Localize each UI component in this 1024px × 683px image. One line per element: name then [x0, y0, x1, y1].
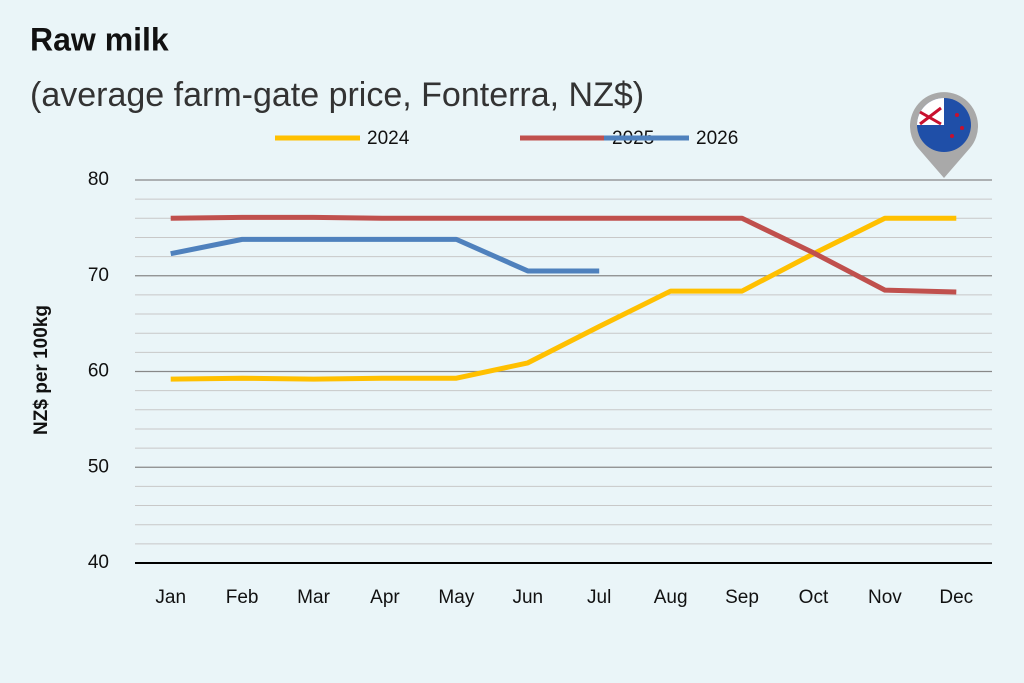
y-tick-label: 50: [88, 456, 109, 477]
x-tick-label: May: [438, 587, 474, 608]
x-tick-label: Jun: [512, 587, 543, 608]
x-tick-label: Nov: [868, 587, 902, 608]
x-tick-label: Oct: [799, 587, 829, 608]
x-tick-label: Jan: [155, 587, 186, 608]
x-tick-label: Dec: [939, 587, 973, 608]
line-series: [170, 214, 957, 295]
x-tick-label: Apr: [370, 587, 400, 608]
line-series: [170, 236, 600, 274]
y-tick-label: 60: [88, 361, 109, 382]
y-tick-label: 70: [88, 265, 109, 286]
x-tick-label: Sep: [725, 587, 759, 608]
legend-label: 2024: [367, 128, 410, 149]
y-tick-label: 40: [88, 552, 109, 573]
x-tick-label: Jul: [587, 587, 611, 608]
flag-icon: [909, 92, 978, 178]
legend-label: 2026: [696, 128, 738, 149]
y-axis-title: NZ$ per 100kg: [31, 305, 52, 435]
line-series: [170, 215, 957, 382]
x-tick-label: Aug: [654, 587, 688, 608]
chart-title: Raw milk: [30, 21, 169, 57]
chart-subtitle: (average farm-gate price, Fonterra, NZ$): [30, 76, 644, 114]
x-tick-label: Mar: [297, 587, 330, 608]
x-tick-label: Feb: [226, 587, 259, 608]
y-tick-label: 80: [88, 169, 109, 190]
